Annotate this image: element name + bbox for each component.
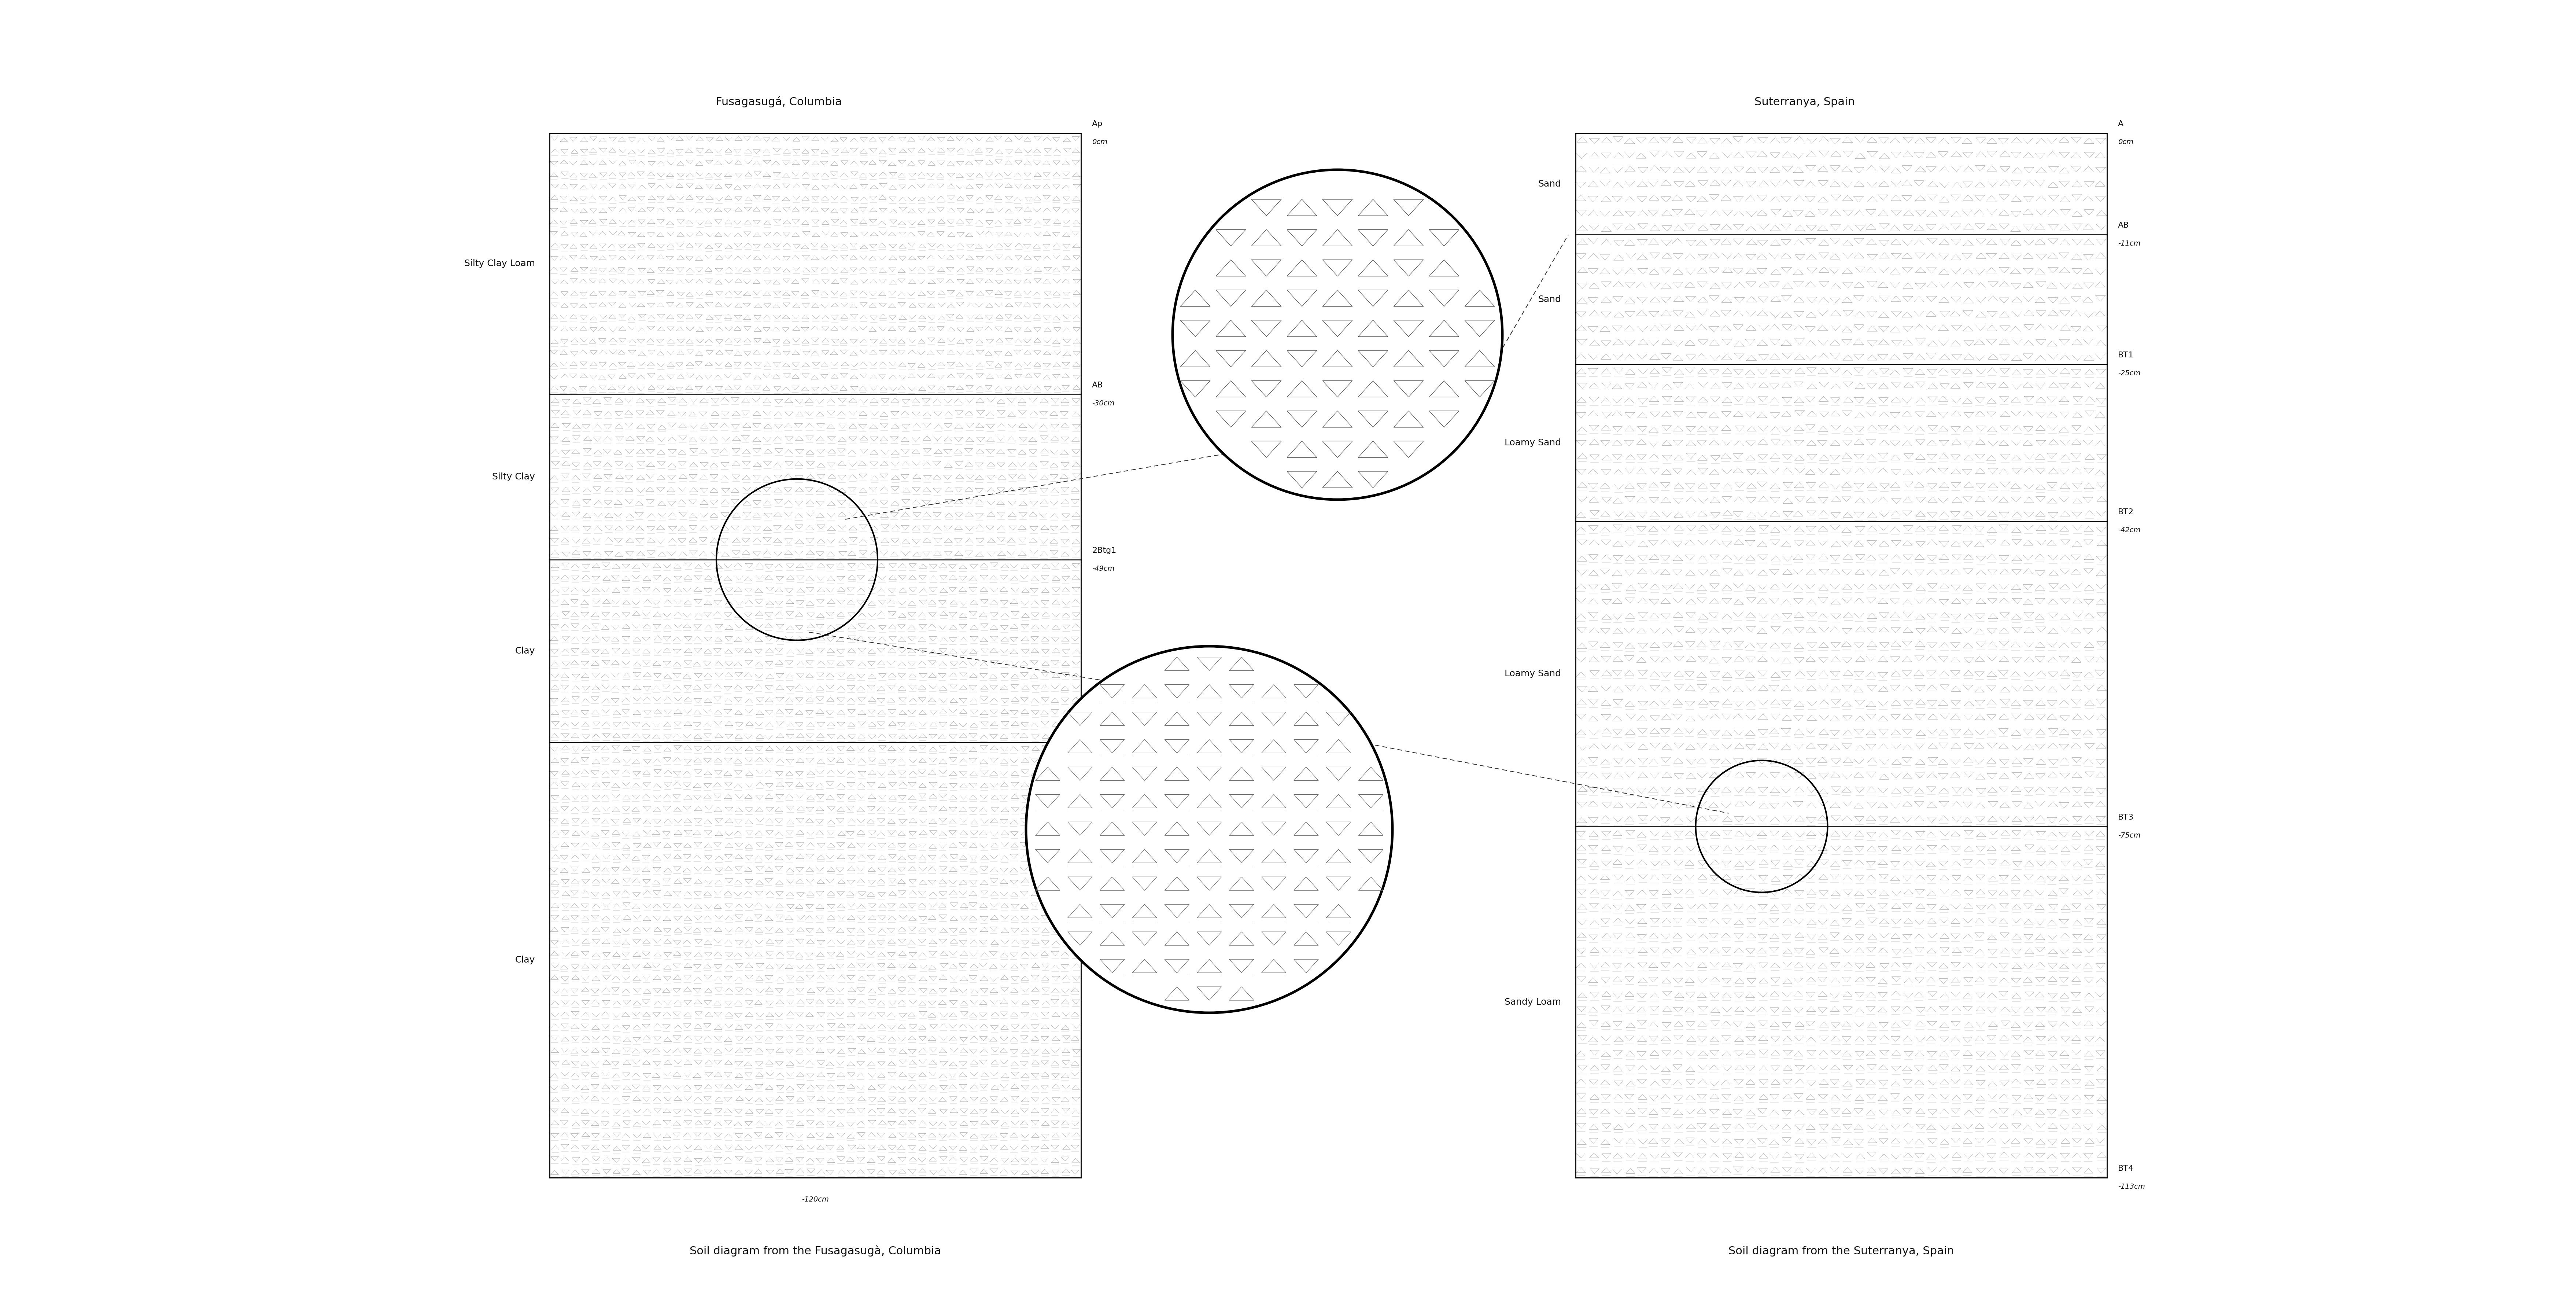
- Text: Sandy Loam: Sandy Loam: [1504, 998, 1561, 1007]
- Text: Fusagasugá, Columbia: Fusagasugá, Columbia: [716, 97, 842, 107]
- Text: Loamy Sand: Loamy Sand: [1504, 439, 1561, 447]
- Text: BT1: BT1: [2117, 351, 2133, 359]
- Text: -49cm: -49cm: [1092, 565, 1115, 572]
- Text: -113cm: -113cm: [2117, 1183, 2146, 1190]
- Text: Soil diagram from the Suterranya, Spain: Soil diagram from the Suterranya, Spain: [1728, 1246, 1955, 1256]
- Text: Soil diagram from the Fusagasugà, Columbia: Soil diagram from the Fusagasugà, Columb…: [690, 1246, 940, 1256]
- Text: BT4: BT4: [2117, 1165, 2133, 1173]
- Text: 0cm: 0cm: [1092, 138, 1108, 145]
- Text: Sand: Sand: [1538, 179, 1561, 188]
- Text: Suterranya, Spain: Suterranya, Spain: [1754, 97, 1855, 107]
- Text: -120cm: -120cm: [801, 1196, 829, 1203]
- Text: AB: AB: [1092, 381, 1103, 389]
- Text: -30cm: -30cm: [1092, 400, 1115, 406]
- Text: Sand: Sand: [1538, 295, 1561, 304]
- Text: -11cm: -11cm: [2117, 240, 2141, 247]
- Circle shape: [1172, 170, 1502, 500]
- Text: -75cm: -75cm: [2117, 832, 2141, 838]
- Text: Silty Clay Loam: Silty Clay Loam: [464, 259, 536, 268]
- Text: 2Btg1: 2Btg1: [1092, 547, 1115, 554]
- Text: -42cm: -42cm: [2117, 526, 2141, 534]
- Text: A: A: [2117, 120, 2123, 128]
- Text: 0cm: 0cm: [2117, 138, 2133, 145]
- Text: -70cm: -70cm: [1092, 748, 1115, 755]
- Bar: [1577, 133, 2107, 1178]
- Text: AB: AB: [2117, 222, 2130, 230]
- Text: -25cm: -25cm: [2117, 370, 2141, 376]
- Circle shape: [1025, 646, 1394, 1012]
- Text: 2Btg2: 2Btg2: [1092, 730, 1115, 737]
- Text: Clay: Clay: [515, 956, 536, 964]
- Text: Silty Clay: Silty Clay: [492, 473, 536, 482]
- Bar: [549, 133, 1082, 1178]
- Text: Ap: Ap: [1092, 120, 1103, 128]
- Text: Clay: Clay: [515, 646, 536, 656]
- Text: Loamy Sand: Loamy Sand: [1504, 670, 1561, 678]
- Text: BT2: BT2: [2117, 508, 2133, 516]
- Text: BT3: BT3: [2117, 814, 2133, 821]
